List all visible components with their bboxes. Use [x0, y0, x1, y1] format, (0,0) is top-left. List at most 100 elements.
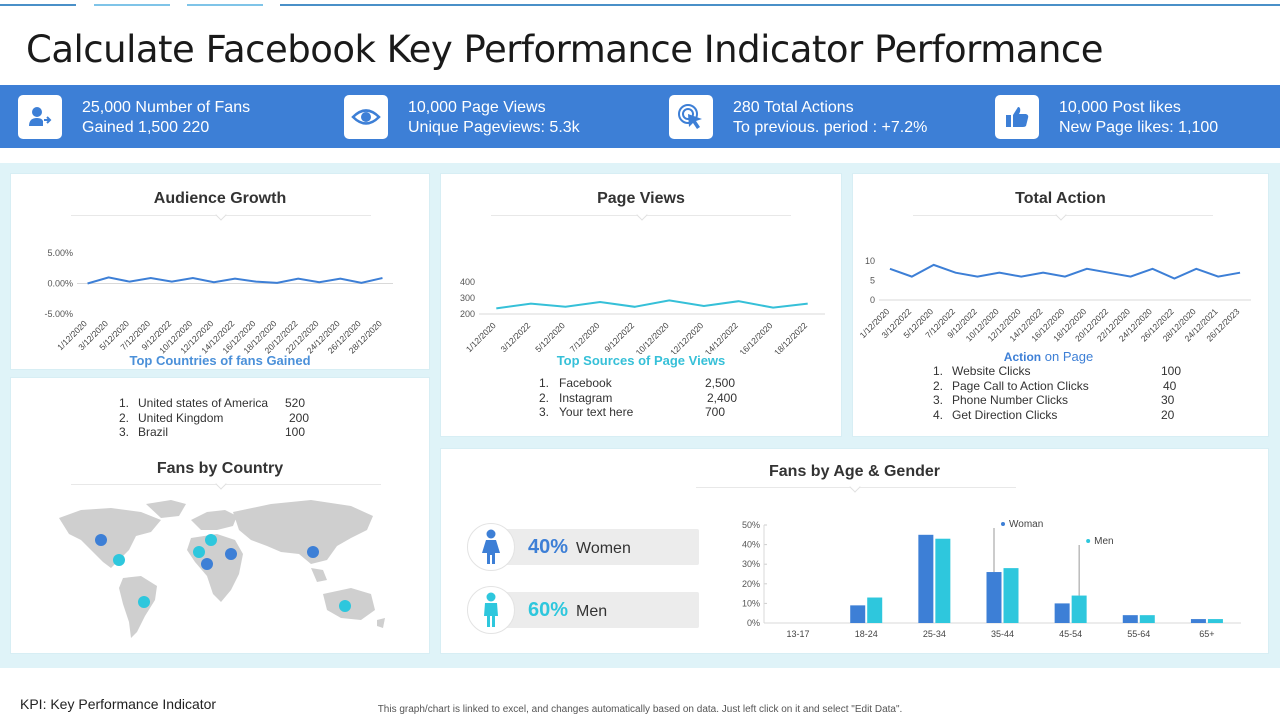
top-rule-2 [94, 4, 170, 6]
list-value: 20 [1161, 407, 1175, 422]
list-item: 1. Facebook 2,500 [539, 376, 799, 391]
list-value: 700 [705, 405, 726, 419]
list-name: Your text here [559, 405, 634, 419]
title-caret [849, 481, 861, 493]
bar-woman [850, 605, 866, 623]
actions-list: 1. Website Clicks 100 2. Page Call to Actio… [933, 364, 1233, 422]
list-item: 2. United Kingdom 200 [119, 411, 379, 426]
x-tick-label: 9/12/2022 [602, 320, 636, 354]
list-value: 2,500 [705, 376, 736, 390]
audience-growth-subtitle: Top Countries of fans Gained [129, 353, 311, 368]
x-tick-label: 7/12/2020 [568, 320, 602, 354]
kpi-actions-line2: To previous. period : +7.2% [733, 119, 928, 136]
y-tick-label: 0 [870, 295, 875, 305]
x-tick-label: 55-64 [1127, 629, 1150, 639]
fans-age-gender-chart: 50% 40% 30% 20% 10% 0% 13-17 18-24 25-34 35-44 45-… [742, 519, 1241, 639]
series-line [87, 276, 383, 285]
fans-by-country-title: Fans by Country [156, 460, 284, 477]
bar-men [1139, 615, 1155, 623]
total-action-subtitle-a: Action [1003, 350, 1042, 364]
x-tick-label: 45-54 [1059, 629, 1082, 639]
list-value: 30 [1161, 393, 1175, 407]
y-tick-label: -5.00% [44, 309, 73, 319]
kpi-actions-text: 280 Total Actions To previous. period : … [733, 98, 927, 138]
man-icon [467, 586, 515, 634]
x-tick-label: 16/12/2020 [737, 320, 774, 354]
list-item: 1. Website Clicks 100 [933, 364, 1233, 379]
list-name: Phone Number Clicks [952, 393, 1069, 407]
women-pct: 40% [528, 536, 569, 558]
world-map [59, 500, 385, 638]
kpi-fans-line2: Gained 1,500 220 [82, 119, 210, 136]
women-label: Women [576, 540, 631, 557]
list-num: 1. [119, 396, 130, 410]
kpi-post-likes-line2: New Page likes: 1,100 [1059, 119, 1219, 136]
kpi-fans-text: 25,000 Number of Fans Gained 1,500 220 [82, 98, 250, 138]
y-tick-label: 200 [460, 309, 475, 319]
y-tick-label: 0.00% [47, 279, 73, 289]
kpi-actions-line1: 280 Total Actions [733, 99, 854, 116]
list-name: Get Direction Clicks [952, 407, 1058, 422]
kpi-fans: 25,000 Number of Fans Gained 1,500 220 [18, 95, 318, 139]
total-action-subtitle: Action on Page [841, 349, 1256, 364]
bar-men [1003, 568, 1019, 623]
legend-woman: Woman [1009, 519, 1043, 530]
list-value: 520 [285, 396, 306, 410]
user-arrow-icon [18, 95, 62, 139]
list-num: 3. [539, 405, 550, 419]
x-tick-label: 13-17 [787, 629, 810, 639]
y-tick-label: 5 [870, 276, 875, 286]
total-action-title: Total Action [1015, 190, 1106, 207]
top-rule-1 [0, 4, 76, 6]
x-tick-label: 65+ [1199, 629, 1214, 639]
x-tick-label: 18/12/2022 [772, 320, 809, 354]
bar-men [1207, 619, 1223, 623]
audience-growth-title: Audience Growth [153, 190, 287, 207]
total-action-card: Total Action 10 5 0 1/12/2020 3/12/2022 5/12/… [852, 173, 1269, 437]
x-tick-label: 35-44 [991, 629, 1014, 639]
list-num: 3. [933, 393, 944, 407]
list-name: Website Clicks [952, 364, 1031, 378]
bar-woman [986, 572, 1002, 623]
bar-woman [1054, 603, 1070, 623]
y-tick-label: 300 [460, 293, 475, 303]
x-tick-label: 12/12/2020 [668, 320, 705, 354]
kpi-page-views-line1: 10,000 Page Views [408, 99, 546, 116]
list-num: 2. [119, 410, 130, 425]
title-caret [215, 478, 227, 490]
list-item: 2. Page Call to Action Clicks 40 [933, 379, 1233, 394]
title-caret [636, 209, 648, 221]
y-tick-label: 5.00% [47, 248, 73, 258]
bar-men [867, 597, 883, 623]
kpi-actions: 280 Total Actions To previous. period : … [669, 95, 969, 139]
list-value: 2,400 [707, 390, 738, 405]
audience-growth-card: Audience Growth 5.00% 0.00% -5.00% 1/12/202… [10, 173, 430, 370]
dashboard-panel: Audience Growth 5.00% 0.00% -5.00% 1/12/202… [0, 163, 1280, 668]
click-pointer-icon [669, 95, 713, 139]
list-item: 3. Brazil 100 [119, 425, 379, 440]
list-name: United states of America [138, 396, 269, 410]
page-views-card: Page Views 400 300 200 1/12/2020 3/12/2022 5/… [440, 173, 842, 437]
page-title-light: Performance [874, 28, 1103, 71]
kpi-post-likes-line1: 10,000 Post likes [1059, 99, 1181, 116]
total-action-subtitle-b: on Page [1044, 349, 1094, 364]
fans-age-gender-card: Fans by Age & Gender 40% Women 60% Men 5… [440, 448, 1269, 654]
x-tick-label: 10/12/2020 [634, 320, 671, 354]
list-item: 2. Instagram 2,400 [539, 391, 799, 406]
list-name: United Kingdom [138, 410, 224, 425]
top-rule-3 [187, 4, 263, 6]
list-num: 4. [933, 407, 944, 422]
kpi-fans-line1: 25,000 Number of Fans [82, 99, 251, 116]
top-countries-card: 1. United states of America 520 2. United K… [10, 377, 430, 654]
page-views-title: Page Views [597, 190, 685, 207]
list-item: 4. Get Direction Clicks 20 [933, 408, 1233, 423]
total-action-chart: 10501/12/20203/12/20225/12/20207/12/2022… [858, 256, 1251, 343]
x-tick-label: 18-24 [855, 629, 878, 639]
list-value: 40 [1163, 378, 1177, 393]
y-tick-label: 10 [865, 256, 875, 266]
list-num: 2. [539, 390, 550, 405]
thumbs-up-icon [995, 95, 1039, 139]
legend-men: Men [1094, 536, 1113, 547]
title-caret [215, 209, 227, 221]
kpi-post-likes: 10,000 Post likes New Page likes: 1,100 [995, 95, 1275, 139]
